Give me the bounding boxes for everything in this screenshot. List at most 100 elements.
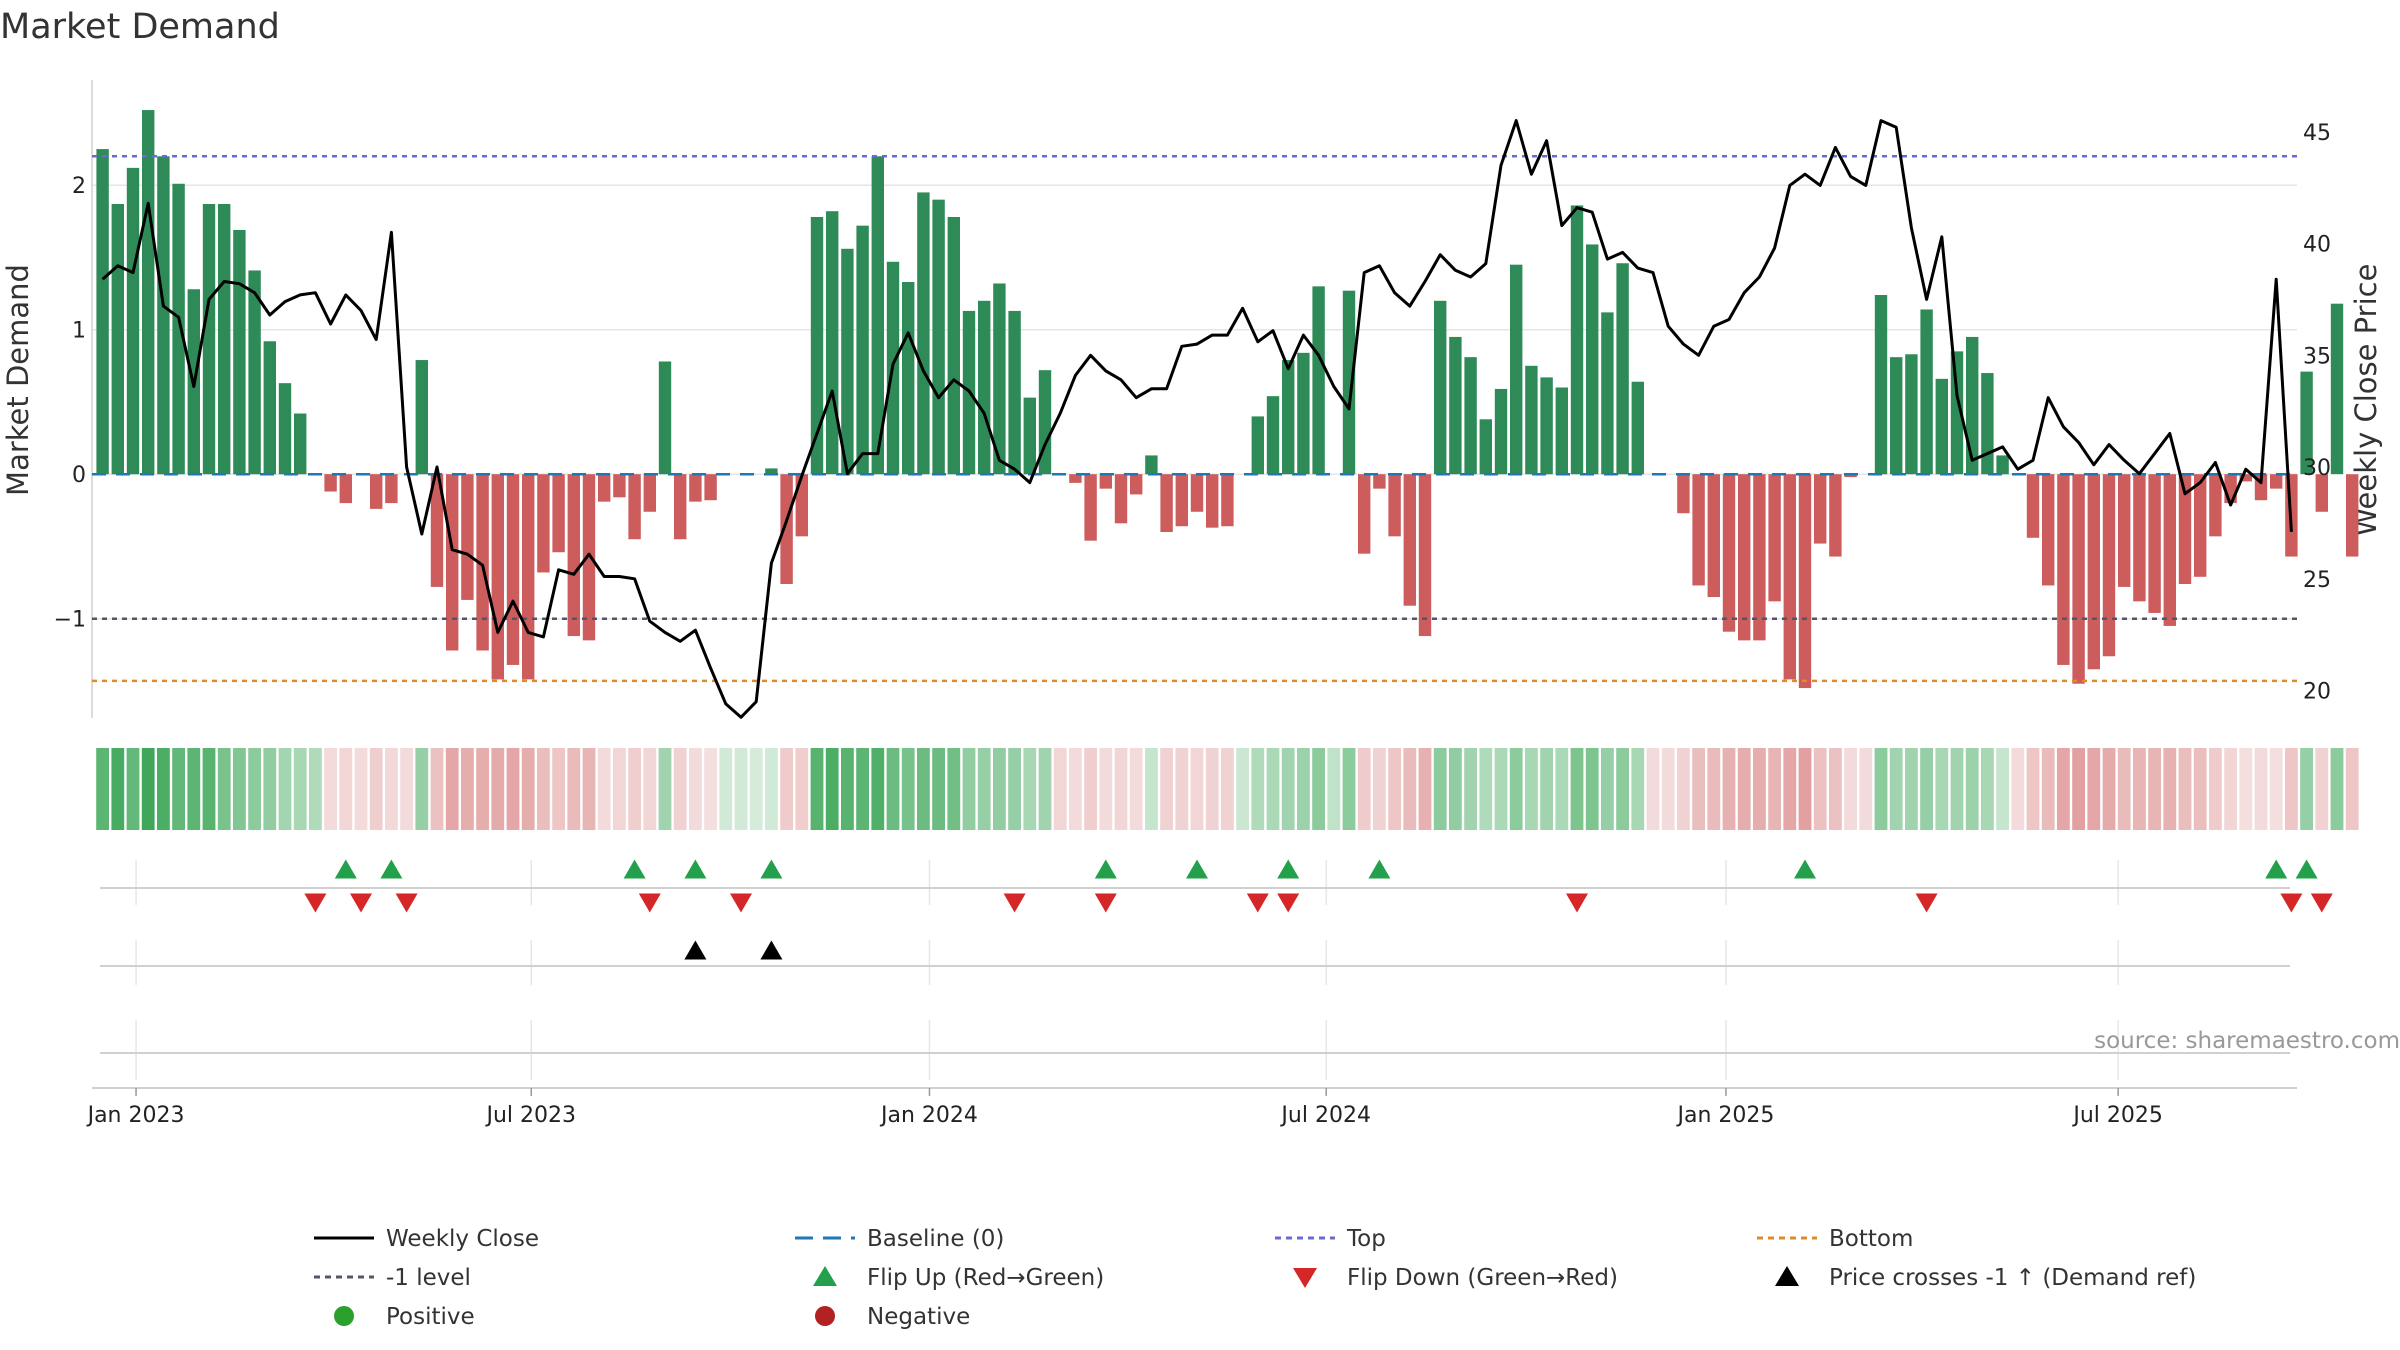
left-tick-label: 2 [72,174,86,199]
heat-cell [886,748,900,830]
weekly-close-line [101,119,2293,719]
chart-title: Market Demand [0,7,280,47]
demand-bar-positive [978,300,991,475]
flip-up-marker [684,859,707,879]
heat-cell [1509,748,1523,830]
demand-bar-positive [658,361,672,475]
legend-item-bottom: Bottom [1757,1226,1913,1252]
demand-bar-negative [582,474,596,641]
demand-bar-positive [111,203,124,475]
heat-cell [1266,748,1280,830]
heat-cell [2072,748,2085,830]
heat-cell [1053,748,1067,830]
heat-cell [1129,748,1143,830]
flip-up-marker [1277,859,1300,879]
heat-cell [1844,748,1857,830]
heat-cell [2209,748,2222,830]
demand-bar-negative [370,474,383,509]
demand-bar-positive [202,203,216,475]
demand-bar-negative [1829,474,1842,557]
heat-cell [111,748,125,830]
demand-bar-negative [2026,474,2040,538]
demand-bar-negative [1221,474,1234,527]
heat-cell [962,748,976,830]
demand-bar-positive [415,360,428,475]
flip-down-marker [395,893,418,913]
heat-cell [1069,748,1082,830]
demand-bar-negative [2148,474,2161,613]
heat-cell [1889,748,1903,830]
demand-bar-positive [1996,455,2009,475]
heat-cell [126,748,140,830]
legend-label: Top [1346,1226,1386,1252]
heat-cell [567,748,581,830]
demand-bar-positive [263,341,276,475]
left-tick-label: −1 [54,608,86,633]
heat-cell [2163,748,2177,830]
heat-cell [1038,748,1052,830]
heat-cell [1433,748,1447,830]
demand-bar-positive [1905,354,1918,475]
heat-cell [430,748,444,830]
heat-cell [734,748,748,830]
heat-cell [1965,748,1979,830]
demand-bar-positive [1464,357,1477,475]
demand-bar-positive [947,216,960,475]
demand-bar-positive [2300,371,2313,475]
demand-bar-negative [1160,474,1173,532]
heat-cell [324,748,337,830]
heat-cell [2041,748,2055,830]
signal-markers [304,859,2333,960]
demand-bar-negative [598,474,611,502]
heat-cell [1601,748,1614,830]
right-tick-label: 30 [2303,456,2331,481]
demand-bar-negative [491,474,504,680]
demand-bar-negative [1798,474,1812,689]
demand-bar-negative [780,474,793,585]
demand-bar-positive [96,149,109,475]
legend-label: Flip Down (Green→Red) [1347,1265,1618,1291]
heat-cell [1737,748,1751,830]
legend-label: Flip Up (Red→Green) [867,1265,1104,1291]
demand-bar-negative [1114,474,1128,524]
heat-cell [932,748,945,830]
flip-up-marker [334,859,357,879]
heat-cell [901,748,915,830]
demand-heatmap-strip [96,748,2359,830]
demand-bar-negative [506,474,520,665]
demand-bar-negative [476,474,489,651]
heat-cell [1418,748,1432,830]
demand-bar-negative [2178,474,2192,585]
heat-cell [643,748,657,830]
demand-bar-positive [1555,387,1568,475]
demand-bar-negative [522,474,535,680]
heat-cell [293,748,307,830]
demand-bar-positive [126,167,140,475]
heat-cell [461,748,474,830]
heat-cell [2239,748,2253,830]
demand-bar-positive [1342,290,1356,475]
heat-cell [2178,748,2192,830]
x-tick-label: Jul 2025 [2071,1103,2163,1128]
heat-cell [1859,748,1873,830]
demand-bar-negative [1130,474,1143,495]
demand-bar-negative [689,474,702,502]
heat-cell [1494,748,1508,830]
heat-cell [613,748,626,830]
legend-item-top: Top [1275,1226,1386,1252]
demand-bar-negative [339,474,352,504]
demand-bar-negative [2087,474,2100,670]
heat-cell [2300,748,2313,830]
right-tick-label: 25 [2303,568,2331,593]
heat-cell [263,748,277,830]
demand-bar-positive [278,383,292,475]
demand-bar-positive [1950,351,1964,475]
heat-cell [415,748,429,830]
heat-cell [856,748,869,830]
left-tick-label: 0 [72,463,86,488]
flip-down-marker [1915,893,1938,913]
legend-label: Baseline (0) [867,1226,1004,1252]
heat-cell [825,748,839,830]
x-tick-label: Jul 2024 [1279,1103,1371,1128]
